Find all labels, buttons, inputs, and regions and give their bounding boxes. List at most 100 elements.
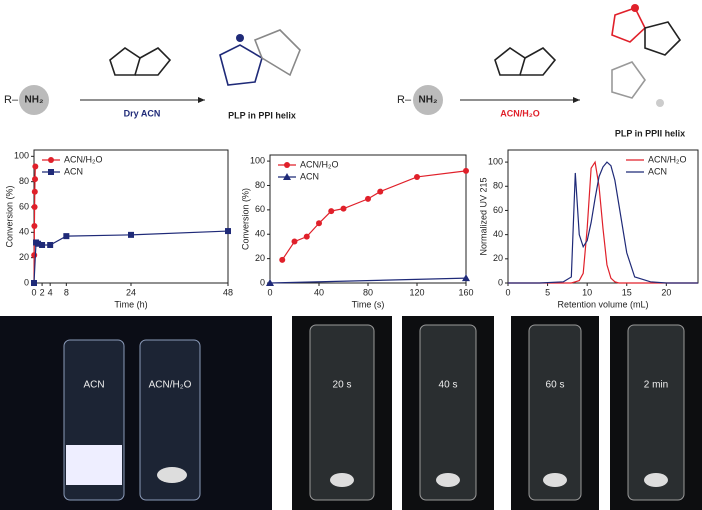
ppii-helix <box>611 61 646 99</box>
ppii-helix <box>611 7 646 43</box>
product: PLP in PPII helix <box>615 128 685 138</box>
vial <box>419 324 477 501</box>
x-tick-label: 120 <box>409 287 424 297</box>
precipitate <box>330 473 354 487</box>
x-tick-label: 4 <box>48 287 53 297</box>
series-line <box>508 161 698 284</box>
y-tick-label: 60 <box>493 205 503 215</box>
x-tick-label: 5 <box>545 287 550 297</box>
precipitate <box>157 467 187 483</box>
point <box>279 256 286 263</box>
point <box>462 274 470 282</box>
amine: NH₂ <box>25 95 44 106</box>
y-tick-label: 40 <box>493 229 503 239</box>
photo-label: 20 s <box>333 380 352 391</box>
condition: ACN/H₂O <box>500 108 540 118</box>
photo <box>0 316 272 510</box>
y-tick-label: 80 <box>493 181 503 191</box>
precipitate <box>543 473 567 487</box>
ppi-helix <box>219 44 263 86</box>
photo-label: 60 s <box>546 380 565 391</box>
x-tick-label: 0 <box>267 287 272 297</box>
precipitate <box>436 473 460 487</box>
photo-label: ACN/H₂O <box>149 380 192 391</box>
point <box>284 162 290 168</box>
point <box>128 231 134 238</box>
point <box>32 176 39 183</box>
y-tick-label: 40 <box>255 229 265 239</box>
plot-frame <box>507 149 699 284</box>
point <box>31 188 38 195</box>
y-tick-label: 20 <box>493 253 503 263</box>
arrowhead <box>573 97 580 103</box>
y-tick-label: 100 <box>250 155 265 165</box>
anhydride-ring <box>135 47 172 76</box>
legend-label: ACN/H₂O <box>300 159 339 169</box>
series-line <box>33 230 229 284</box>
end-group <box>236 34 244 42</box>
sphere <box>19 85 49 115</box>
y-tick-label: 0 <box>498 277 503 287</box>
anhydride-ring <box>520 47 557 76</box>
series-line <box>269 277 467 284</box>
precipitate <box>644 473 668 487</box>
point <box>303 233 310 240</box>
end-group <box>631 4 639 12</box>
x-tick-label: 10 <box>582 287 592 297</box>
condition: Dry ACN <box>124 108 161 118</box>
y-tick-label: 80 <box>19 176 29 186</box>
point <box>48 157 54 163</box>
end-group <box>656 99 664 107</box>
legend-label: ACN <box>64 166 83 176</box>
y-tick-label: 100 <box>14 151 29 161</box>
x-tick-label: 160 <box>458 287 473 297</box>
x-axis-label: Time (s) <box>352 299 385 309</box>
photo-label: 40 s <box>439 380 458 391</box>
y-tick-label: 60 <box>255 204 265 214</box>
point <box>63 233 70 240</box>
y-tick-label: 20 <box>19 252 29 262</box>
x-tick-label: 80 <box>363 287 373 297</box>
x-axis-label: Time (h) <box>114 299 147 309</box>
y-tick-label: 0 <box>24 277 29 287</box>
point <box>463 167 469 174</box>
gel <box>66 445 122 485</box>
point <box>39 242 46 248</box>
point <box>32 163 39 170</box>
arrowhead <box>198 97 205 103</box>
anhydride <box>494 47 526 76</box>
point <box>31 223 38 229</box>
point <box>35 240 42 247</box>
vial <box>139 339 201 501</box>
y-axis-label: Normalized UV 215 <box>478 177 488 255</box>
legend-label: ACN <box>300 171 319 181</box>
x-tick-label: 0 <box>505 287 510 297</box>
ppi-helix <box>253 29 301 77</box>
x-tick-label: 40 <box>314 287 324 297</box>
y-tick-label: 60 <box>19 201 29 211</box>
legend-label: ACN/H₂O <box>64 154 103 164</box>
photo-label: ACN <box>83 380 104 391</box>
vial <box>528 324 582 501</box>
y-tick-label: 0 <box>260 277 265 287</box>
product: PLP in PPI helix <box>228 110 296 120</box>
y-axis-label: Conversion (%) <box>240 188 250 250</box>
point <box>340 205 347 212</box>
y-tick-label: 80 <box>255 180 265 190</box>
point <box>31 204 38 210</box>
x-axis-label: Retention volume (mL) <box>557 299 648 309</box>
point <box>31 280 37 286</box>
series-line <box>508 160 698 284</box>
anhydride <box>109 47 141 76</box>
y-axis-label: Conversion (%) <box>4 185 14 247</box>
point <box>316 220 322 227</box>
point <box>31 252 38 259</box>
legend-label: ACN/H₂O <box>648 154 687 164</box>
point <box>48 169 54 175</box>
x-tick-label: 24 <box>126 287 136 297</box>
reagent: R– <box>4 94 19 106</box>
point <box>328 208 335 215</box>
point <box>414 173 420 180</box>
